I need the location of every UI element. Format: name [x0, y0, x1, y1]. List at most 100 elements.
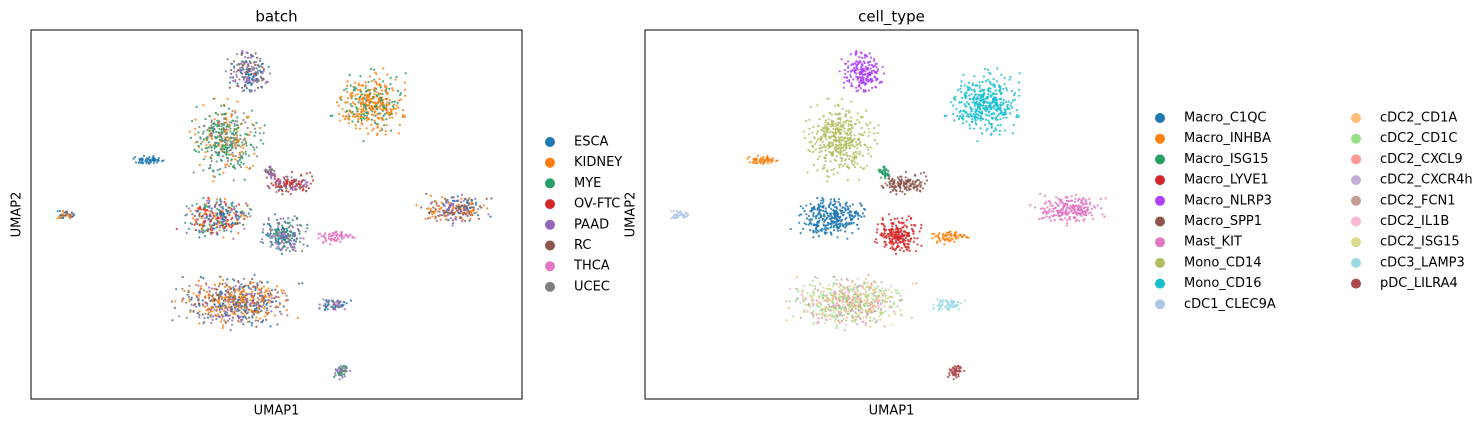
cell-dot: [807, 171, 809, 173]
cell-dot: [381, 117, 383, 119]
cell-dot: [274, 289, 276, 291]
cell-dot: [396, 104, 398, 106]
cell-dot: [424, 218, 426, 220]
cell-dot: [222, 324, 224, 326]
cell-dot: [398, 132, 400, 134]
cell-dot: [228, 315, 230, 317]
cell-dot: [217, 120, 219, 122]
cell-dot: [980, 95, 982, 97]
cell-dot: [816, 229, 818, 231]
cell-dot: [202, 313, 204, 315]
cell-dot: [249, 281, 251, 283]
cell-dot: [292, 249, 294, 251]
cell-dot: [174, 300, 176, 302]
cell-dot: [208, 200, 210, 202]
cell-dot: [385, 118, 387, 120]
cell-dot: [263, 285, 265, 287]
cell-dot: [920, 172, 922, 174]
cell-dot: [258, 308, 260, 310]
cell-dot: [982, 107, 984, 109]
cell-dot: [286, 237, 288, 239]
cell-dot: [196, 218, 198, 220]
cell-dot: [175, 288, 177, 290]
cell-dot: [257, 284, 259, 286]
cell-dot: [196, 223, 198, 225]
cell-dot: [323, 305, 325, 307]
cell-dot: [288, 235, 290, 237]
cell-dot: [158, 159, 160, 161]
cell-dot: [243, 112, 245, 114]
cell-dot: [210, 149, 212, 151]
cell-dot: [277, 185, 279, 187]
cell-dot: [809, 220, 811, 222]
cell-dot: [860, 66, 862, 68]
cell-dot: [219, 283, 221, 285]
cell-dot: [687, 214, 689, 216]
cell-dot: [850, 223, 852, 225]
cell-dot: [369, 101, 371, 103]
cell-dot: [229, 128, 231, 130]
cell-dot: [900, 183, 902, 185]
cell-dot: [246, 66, 248, 68]
cell-dot: [290, 240, 292, 242]
cell-dot: [439, 211, 441, 213]
cell-dot: [824, 156, 826, 158]
cell-dot: [204, 306, 206, 308]
cell-dot: [489, 216, 491, 218]
cell-dot: [446, 209, 448, 211]
chart-title: batch: [255, 8, 297, 26]
cell-dot: [230, 136, 232, 138]
cell-dot: [220, 320, 222, 322]
cell-dot: [242, 152, 244, 154]
cell-dot: [196, 203, 198, 205]
cell-dot: [148, 156, 150, 158]
cell-dot: [832, 132, 834, 134]
cell-dot: [186, 205, 188, 207]
cell-dot: [218, 122, 220, 124]
cell-dot: [354, 103, 356, 105]
cell-dot: [300, 225, 302, 227]
cell-dot: [373, 106, 375, 108]
cell-dot: [268, 169, 270, 171]
cell-dot: [874, 139, 876, 141]
cell-dot: [468, 197, 470, 199]
cell-dots: [56, 50, 492, 381]
cell-dot: [867, 153, 869, 155]
cell-dot: [335, 239, 337, 241]
cell-dot: [224, 113, 226, 115]
cell-dot: [856, 152, 858, 154]
cell-dot: [283, 232, 285, 234]
cell-dot: [235, 215, 237, 217]
legend-marker: [545, 158, 555, 168]
cell-dot: [991, 127, 993, 129]
cell-dot: [206, 150, 208, 152]
cell-dot: [857, 61, 859, 63]
cell-dot: [227, 160, 229, 162]
cell-dot: [208, 202, 210, 204]
cell-dot: [196, 210, 198, 212]
cell-dot: [979, 99, 981, 101]
cell-dot: [256, 146, 258, 148]
cell-dot: [347, 236, 349, 238]
cell-dot: [216, 198, 218, 200]
cell-dot: [1002, 88, 1004, 90]
cell-dot: [980, 104, 982, 106]
cell-dot: [62, 210, 64, 212]
cell-dot: [1005, 101, 1007, 103]
cell-dot: [247, 127, 249, 129]
cell-dot: [810, 223, 812, 225]
cell-dot: [884, 171, 886, 173]
cell-dot: [235, 155, 237, 157]
cell-dot: [298, 230, 300, 232]
cell-dot: [887, 170, 889, 172]
cell-dot: [230, 329, 232, 331]
cell-dot: [817, 158, 819, 160]
cell-dot: [992, 84, 994, 86]
cell-dot: [237, 218, 239, 220]
cell-dot: [486, 198, 488, 200]
cell-dot: [212, 169, 214, 171]
cell-dot: [221, 145, 223, 147]
cell-dot: [875, 72, 877, 74]
cell-dot: [215, 137, 217, 139]
cell-dot: [847, 212, 849, 214]
